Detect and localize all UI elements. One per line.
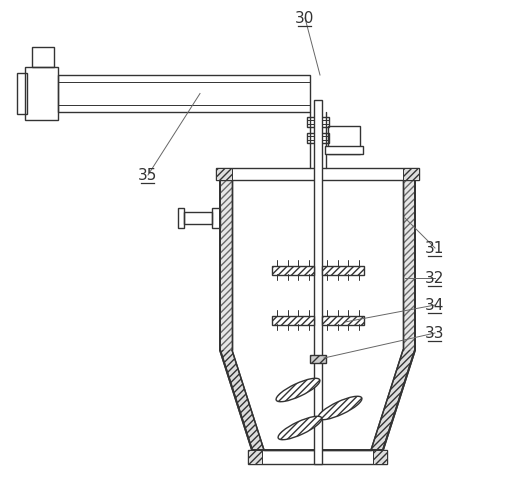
Bar [25,67,58,120]
Bar [58,75,310,112]
Bar [272,316,314,325]
Bar [33,47,54,67]
Bar [307,117,329,127]
Bar [307,133,329,143]
Bar [325,146,363,154]
Polygon shape [220,350,264,450]
Bar [403,180,415,350]
Bar [212,208,220,228]
Bar [322,266,364,275]
Bar [178,208,184,228]
Text: 33: 33 [425,326,445,341]
Bar [314,100,322,464]
Ellipse shape [318,396,362,420]
Bar [216,168,419,180]
Text: 35: 35 [138,167,158,182]
Bar [403,168,419,180]
Bar [328,126,360,154]
Text: 32: 32 [426,270,445,285]
Bar [310,355,326,363]
Ellipse shape [278,416,322,440]
Bar [373,450,387,464]
Bar [272,266,314,275]
Text: 31: 31 [426,241,445,255]
Bar [248,450,387,464]
Bar [216,168,232,180]
Bar [184,212,212,224]
Polygon shape [371,350,415,450]
Ellipse shape [276,378,320,402]
Text: 30: 30 [295,10,315,25]
Bar [248,450,262,464]
Bar [322,316,364,325]
Text: 34: 34 [426,297,445,313]
Bar [220,180,232,350]
Bar [17,73,27,114]
